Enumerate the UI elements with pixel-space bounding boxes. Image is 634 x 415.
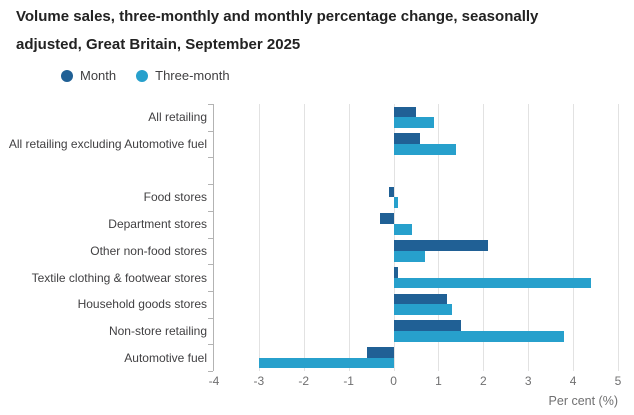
gridline: [393, 104, 395, 371]
three-month-bar-food-stores: [393, 197, 399, 209]
three-month-bar-non-store-retailing: [393, 330, 565, 342]
gridline: [617, 104, 619, 371]
x-tick-label: 1: [435, 374, 442, 388]
month-bar-all-retailing: [393, 106, 416, 118]
month-legend-dot-icon: [61, 69, 73, 82]
three-month-legend-dot-icon: [136, 69, 149, 82]
gridline: [527, 104, 529, 371]
category-label: All retailing excluding Automotive fuel: [8, 137, 207, 152]
gridline: [303, 104, 305, 371]
chart-title-line1: Volume sales, three-monthly and monthly …: [16, 8, 539, 25]
category-label: Automotive fuel: [124, 350, 207, 365]
three-month-bar-textile-clothing-footwear-stores: [393, 277, 592, 289]
gridline: [437, 104, 439, 371]
month-legend-label: Month: [80, 68, 117, 83]
y-axis-tick: [208, 157, 213, 158]
category-label: Other non-food stores: [90, 243, 207, 258]
month-bar-food-stores: [389, 186, 394, 198]
category-label: Food stores: [143, 190, 207, 205]
y-axis-tick: [208, 264, 213, 265]
x-axis-title: Per cent (%): [548, 394, 618, 408]
x-tick-label: -3: [253, 374, 265, 388]
legend: Month Three-month: [61, 68, 230, 83]
gridline: [258, 104, 260, 371]
y-axis-tick: [208, 238, 213, 239]
y-axis-tick: [208, 344, 213, 345]
y-axis-tick: [208, 211, 213, 212]
category-label: Household goods stores: [77, 297, 207, 312]
x-tick-label: 4: [569, 374, 577, 388]
month-bar-all-retailing-excluding-automotive-fuel: [393, 133, 421, 145]
month-bar-household-goods-stores: [393, 293, 448, 305]
month-bar-non-store-retailing: [393, 320, 461, 331]
y-axis-tick: [208, 371, 213, 372]
x-tick-label: -1: [343, 374, 354, 388]
three-month-bar-household-goods-stores: [393, 304, 452, 315]
month-bar-automotive-fuel: [366, 346, 394, 358]
three-month-bar-all-retailing: [393, 117, 434, 129]
category-label: Textile clothing & footwear stores: [31, 270, 207, 285]
month-bar-other-non-food-stores: [393, 240, 488, 251]
x-tick-label: -4: [208, 374, 220, 388]
x-tick-label: 5: [614, 374, 622, 388]
y-axis-line: [213, 104, 214, 371]
legend-item-month: Month: [61, 68, 116, 83]
chart-title-line2: adjusted, Great Britain, September 2025: [16, 36, 301, 53]
y-axis-tick: [208, 318, 213, 319]
gridline: [482, 104, 484, 371]
x-tick-label: -2: [298, 374, 310, 388]
three-month-bar-department-stores: [393, 224, 412, 235]
category-label: Non-store retailing: [108, 323, 207, 338]
y-axis-tick: [208, 131, 213, 132]
category-label: Department stores: [108, 217, 207, 232]
three-month-bar-all-retailing-excluding-automotive-fuel: [393, 144, 457, 155]
category-label: All retailing: [148, 110, 207, 125]
x-tick-label: 2: [479, 374, 487, 388]
y-axis-tick: [208, 291, 213, 292]
y-axis-tick: [208, 184, 213, 185]
legend-item-three-month: Three-month: [136, 68, 230, 83]
gridline: [572, 104, 574, 371]
gridline: [348, 104, 350, 371]
y-axis-tick: [208, 104, 213, 105]
three-month-legend-label: Three-month: [155, 68, 230, 83]
three-month-bar-other-non-food-stores: [393, 250, 425, 262]
three-month-bar-automotive-fuel: [258, 357, 394, 369]
month-bar-department-stores: [380, 213, 394, 225]
chart-title: Volume sales, three-monthly and monthly …: [16, 3, 604, 59]
x-tick-label: 0: [390, 374, 397, 388]
x-tick-label: 3: [524, 374, 532, 388]
month-bar-textile-clothing-footwear-stores: [393, 266, 399, 278]
